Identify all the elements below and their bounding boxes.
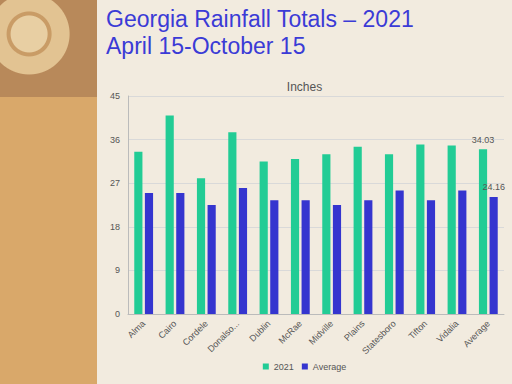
svg-text:0: 0 bbox=[115, 309, 120, 319]
html-text:Georgia Rainfall Totals – 2021: Georgia Rainfall Totals – 2021 April 15-… bbox=[106, 6, 414, 59]
svg-text:Midville: Midville bbox=[307, 318, 335, 346]
svg-text:2021: 2021 bbox=[274, 362, 294, 372]
svg-text:Plains: Plains bbox=[342, 318, 367, 343]
svg-text:18: 18 bbox=[110, 222, 120, 232]
svg-text:27: 27 bbox=[110, 178, 120, 188]
svg-text:Statesboro: Statesboro bbox=[360, 318, 398, 356]
svg-text:Vidalia: Vidalia bbox=[435, 318, 461, 344]
svg-text:Tifton: Tifton bbox=[406, 318, 429, 341]
svg-text:Average: Average bbox=[461, 318, 492, 349]
svg-text:Donalso...: Donalso... bbox=[206, 318, 242, 354]
svg-text:McRae: McRae bbox=[277, 318, 304, 345]
svg-text:Inches: Inches bbox=[287, 80, 322, 94]
svg-text:Alma: Alma bbox=[126, 318, 148, 340]
svg-text:Cairo: Cairo bbox=[156, 318, 178, 340]
svg-text:Dublin: Dublin bbox=[247, 318, 272, 343]
svg-text:34.03: 34.03 bbox=[472, 135, 495, 145]
svg-text:36: 36 bbox=[110, 135, 120, 145]
svg-text:24.16: 24.16 bbox=[482, 182, 505, 192]
svg-text:9: 9 bbox=[115, 265, 120, 275]
svg-text:45: 45 bbox=[110, 91, 120, 101]
svg-text:Cordele: Cordele bbox=[181, 318, 210, 347]
svg-text:Average: Average bbox=[313, 362, 346, 372]
